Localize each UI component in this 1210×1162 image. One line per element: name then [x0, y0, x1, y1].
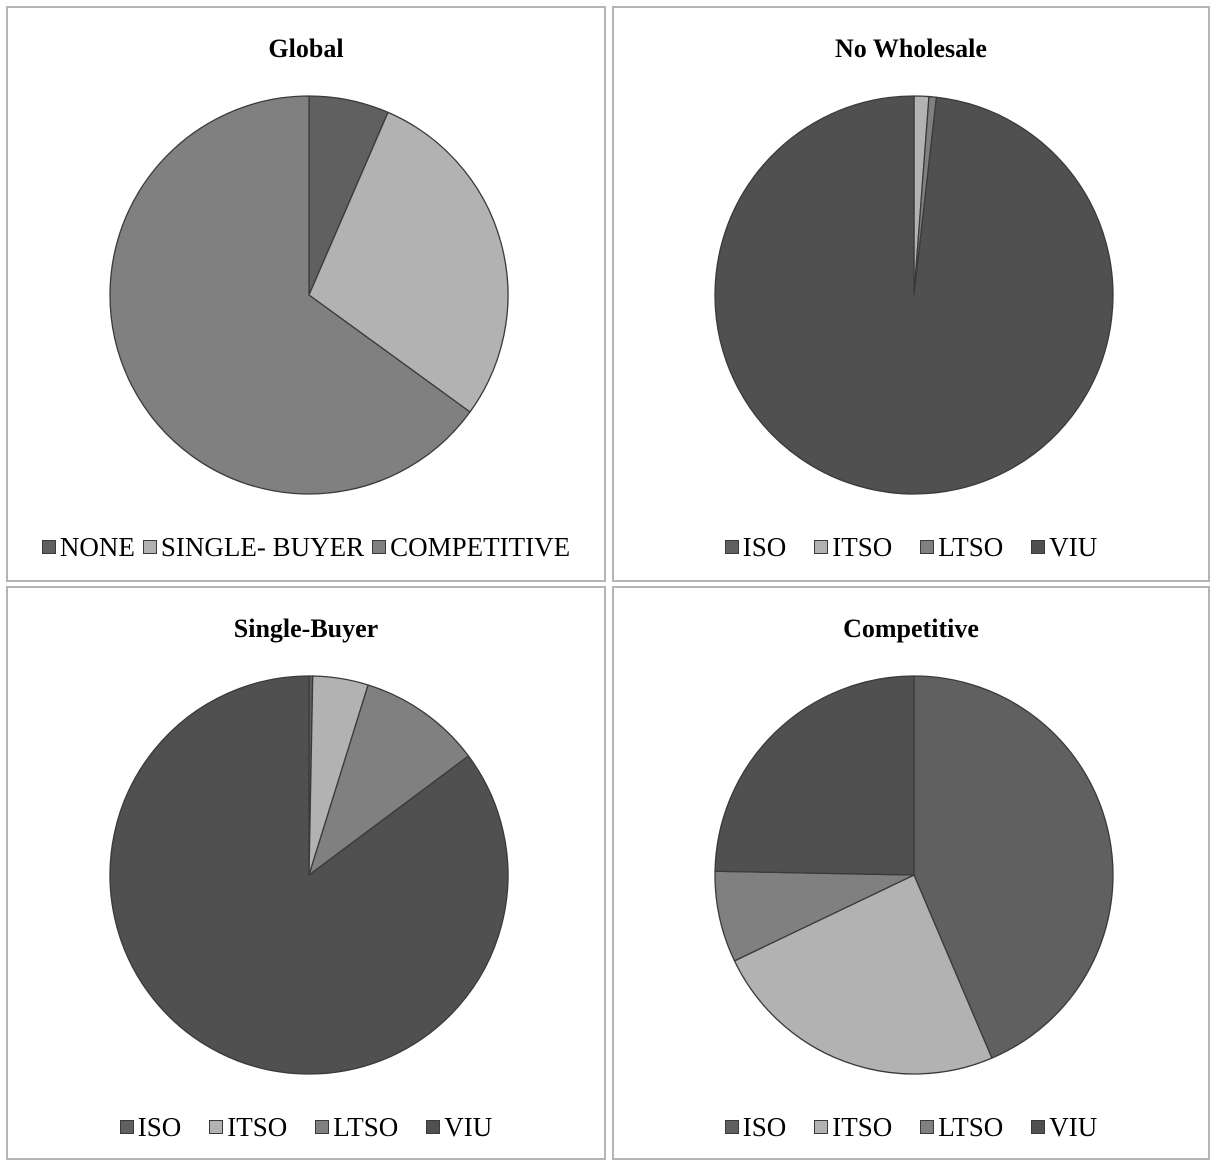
pie-slice-viu	[109, 675, 509, 1075]
legend-item-none: NONE	[41, 532, 135, 563]
legend-item-itso: ITSO	[209, 1112, 287, 1143]
pie-chart-no-wholesale	[714, 95, 1114, 495]
legend-swatch	[1031, 1120, 1046, 1134]
legend-swatch	[724, 540, 739, 554]
legend-item-itso: ITSO	[814, 1112, 892, 1143]
pie-slice-itso	[733, 874, 993, 1075]
legend-label: ITSO	[832, 1112, 893, 1142]
legend-item-iso: ISO	[119, 1112, 182, 1143]
legend-item-viu: VIU	[1031, 1112, 1097, 1143]
legend-label: ITSO	[832, 532, 893, 562]
pie-chart-single-buyer	[109, 675, 509, 1075]
pie-slice-ltso	[308, 684, 470, 876]
legend-swatch	[426, 1120, 441, 1134]
legend-label: LTSO	[938, 532, 1004, 562]
legend-item-iso: ISO	[724, 532, 787, 563]
chart-panel-global: Global NONE SINGLE- BUYER COMPETITIVE	[6, 6, 606, 582]
chart-panel-competitive: Competitive ISO ITSO LTSO VIU	[612, 586, 1210, 1160]
pie-slice-viu	[714, 675, 915, 876]
legend-swatch	[724, 1120, 739, 1134]
legend-swatch	[372, 540, 387, 554]
pie-slice-iso	[913, 675, 1114, 1059]
legend-label: NONE	[59, 532, 135, 562]
legend-swatch	[41, 540, 56, 554]
legend-swatch	[315, 1120, 330, 1134]
chart-title: Competitive	[843, 614, 979, 643]
chart-panel-single-buyer: Single-Buyer ISO ITSO LTSO VIU	[6, 586, 606, 1160]
legend-swatch	[119, 1120, 134, 1134]
legend-item-iso: ISO	[724, 1112, 787, 1143]
legend-swatch	[814, 540, 829, 554]
legend-label: ISO	[742, 532, 787, 562]
pie-chart-global	[109, 95, 509, 495]
pie-slice-competitive	[109, 95, 471, 495]
legend-label: VIU	[1049, 532, 1098, 562]
chart-title: Single-Buyer	[233, 614, 379, 643]
legend-item-ltso: LTSO	[920, 1112, 1003, 1143]
legend-label: ITSO	[227, 1112, 288, 1142]
legend-swatch	[920, 540, 935, 554]
pie-slice-single-buyer	[308, 111, 509, 413]
chart-legend: ISO ITSO LTSO VIU	[8, 1112, 604, 1143]
legend-item-itso: ITSO	[814, 532, 892, 563]
chart-legend: NONE SINGLE- BUYER COMPETITIVE	[8, 532, 604, 563]
legend-label: VIU	[1049, 1112, 1098, 1142]
legend-item-single-buyer: SINGLE- BUYER	[142, 532, 365, 563]
legend-swatch	[142, 540, 157, 554]
pie-chart-competitive	[714, 675, 1114, 1075]
legend-label: VIU	[444, 1112, 493, 1142]
pie-slice-viu	[714, 95, 1114, 495]
chart-panel-no-wholesale: No Wholesale ISO ITSO LTSO VIU	[612, 6, 1210, 582]
legend-item-viu: VIU	[426, 1112, 492, 1143]
legend-label: SINGLE- BUYER	[160, 532, 365, 562]
legend-swatch	[814, 1120, 829, 1134]
legend-label: LTSO	[938, 1112, 1004, 1142]
legend-item-ltso: LTSO	[315, 1112, 398, 1143]
legend-swatch	[209, 1120, 224, 1134]
chart-legend: ISO ITSO LTSO VIU	[614, 1112, 1208, 1143]
legend-swatch	[920, 1120, 935, 1134]
legend-label: LTSO	[333, 1112, 399, 1142]
legend-item-competitive: COMPETITIVE	[372, 532, 570, 563]
legend-item-viu: VIU	[1031, 532, 1097, 563]
chart-title: No Wholesale	[835, 34, 987, 63]
legend-item-ltso: LTSO	[920, 532, 1003, 563]
chart-title: Global	[268, 34, 344, 63]
legend-label: ISO	[742, 1112, 787, 1142]
legend-label: ISO	[137, 1112, 182, 1142]
legend-label: COMPETITIVE	[390, 532, 571, 562]
chart-legend: ISO ITSO LTSO VIU	[614, 532, 1208, 563]
legend-swatch	[1031, 540, 1046, 554]
